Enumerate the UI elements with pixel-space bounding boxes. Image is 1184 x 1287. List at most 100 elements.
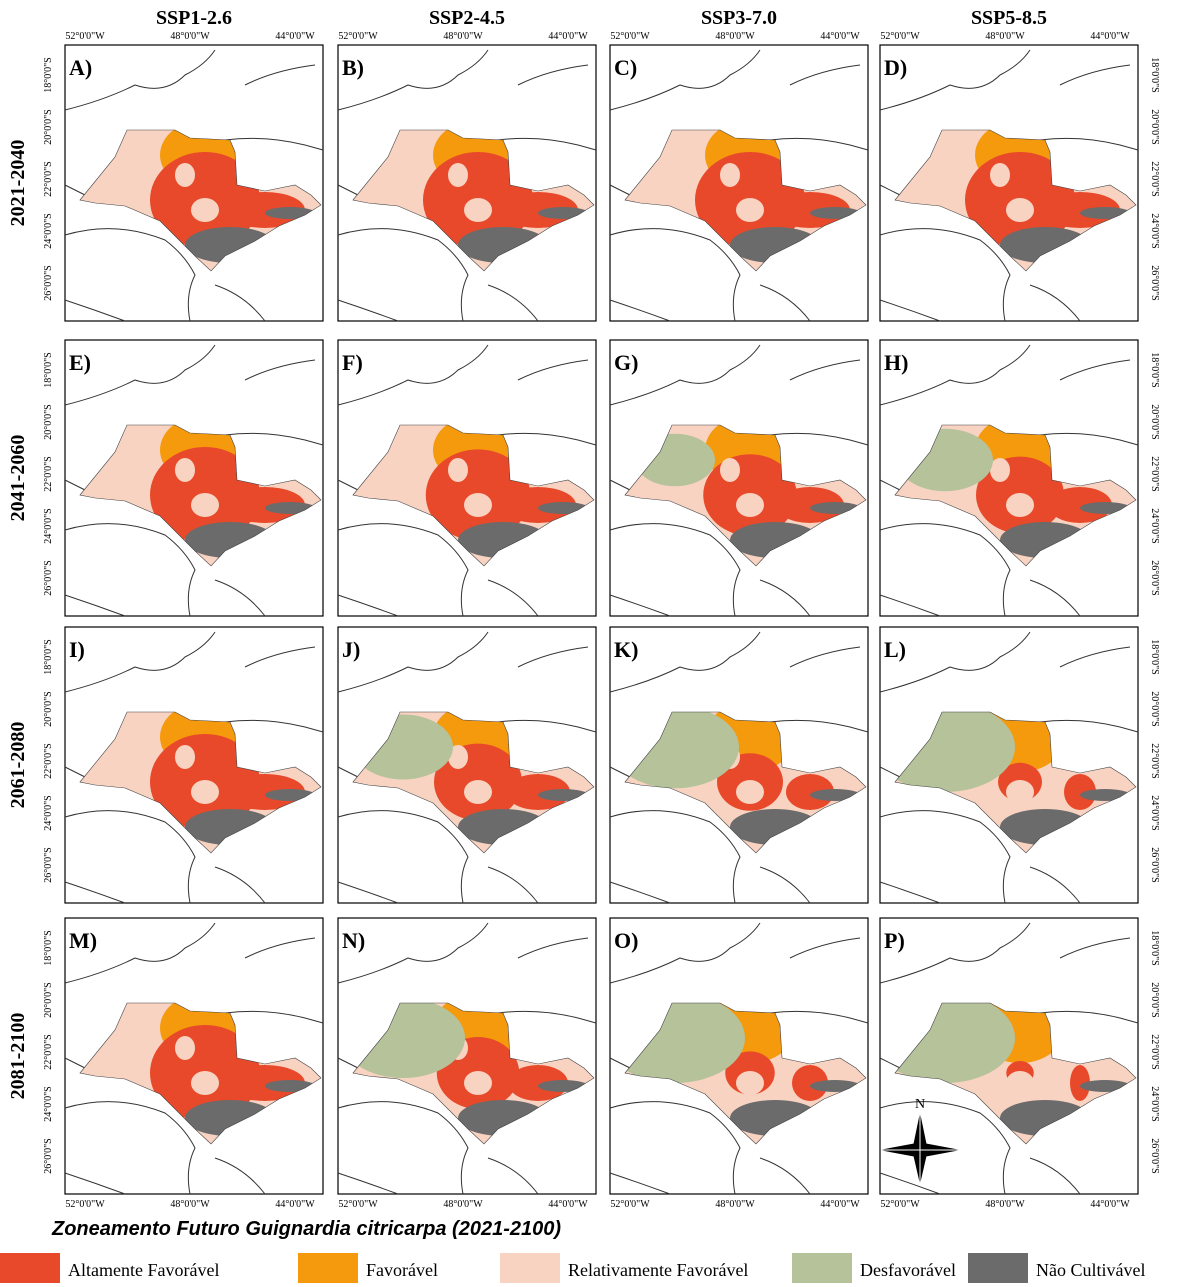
lon-label: 44°0'0"W: [275, 31, 315, 42]
lat-label: 24°0'0"S: [1149, 213, 1160, 248]
lat-label: 26°0'0"S: [1149, 560, 1160, 595]
lat-label: 20°0'0"S: [1149, 109, 1160, 144]
lat-label: 22°0'0"S: [1149, 161, 1160, 196]
zone-relative: [720, 163, 740, 187]
lat-label: 22°0'0"S: [43, 1034, 54, 1069]
lat-label: 26°0'0"S: [43, 847, 54, 882]
panel-label: P): [884, 928, 905, 953]
column-header: SSP1-2.6: [156, 7, 232, 29]
lon-label: 44°0'0"W: [820, 1199, 860, 1210]
lat-label: 18°0'0"S: [1149, 57, 1160, 92]
zone-relative: [736, 198, 764, 222]
column-header: SSP2-4.5: [429, 7, 505, 29]
lat-label: 18°0'0"S: [43, 57, 54, 92]
lat-label: 22°0'0"S: [1149, 743, 1160, 778]
zone-relative: [464, 493, 492, 517]
map-panel: M): [65, 918, 323, 1194]
lon-label: 44°0'0"W: [820, 31, 860, 42]
lat-label: 26°0'0"S: [1149, 265, 1160, 300]
map-panel: D): [880, 45, 1138, 321]
zone-relative: [990, 458, 1010, 482]
lat-label: 24°0'0"S: [1149, 1086, 1160, 1121]
lat-label: 24°0'0"S: [43, 795, 54, 830]
lon-label: 48°0'0"W: [985, 1199, 1025, 1210]
column-header: SSP5-8.5: [971, 7, 1047, 29]
panel-label: J): [342, 637, 360, 662]
legend-label: Desfavorável: [860, 1260, 956, 1280]
lat-label: 26°0'0"S: [43, 1138, 54, 1173]
zone-relative: [464, 1071, 492, 1095]
zone-relative: [1006, 780, 1034, 804]
zone-relative: [448, 458, 468, 482]
lat-label: 22°0'0"S: [43, 456, 54, 491]
legend-label: Relativamente Favorável: [568, 1260, 748, 1280]
panel-label: B): [342, 55, 364, 80]
legend-label: Favorável: [366, 1260, 438, 1280]
lat-label: 22°0'0"S: [43, 161, 54, 196]
panel-label: F): [342, 350, 363, 375]
zone-relative: [736, 780, 764, 804]
zone-relative: [191, 780, 219, 804]
lat-label: 26°0'0"S: [43, 265, 54, 300]
lon-label: 48°0'0"W: [715, 1199, 755, 1210]
lon-label: 48°0'0"W: [443, 1199, 483, 1210]
lon-label: 52°0'0"W: [610, 1199, 650, 1210]
lat-label: 20°0'0"S: [1149, 404, 1160, 439]
panel-label: O): [614, 928, 638, 953]
zone-relative: [191, 198, 219, 222]
lat-label: 26°0'0"S: [1149, 847, 1160, 882]
row-header: 2041-2060: [7, 435, 29, 522]
zone-relative: [464, 780, 492, 804]
figure-title: Zoneamento Futuro Guignardia citricarpa …: [51, 1218, 561, 1240]
panel-label: C): [614, 55, 637, 80]
lat-label: 18°0'0"S: [1149, 352, 1160, 387]
legend-label: Não Cultivável: [1036, 1260, 1145, 1280]
panel-label: N): [342, 928, 365, 953]
lat-label: 20°0'0"S: [1149, 691, 1160, 726]
figure: Zoneamento Futuro Guignardia citricarpa …: [0, 0, 1184, 1287]
legend-swatch: [500, 1253, 560, 1283]
zone-relative: [736, 493, 764, 517]
panel-label: I): [69, 637, 85, 662]
lon-label: 44°0'0"W: [548, 1199, 588, 1210]
lon-label: 48°0'0"W: [715, 31, 755, 42]
lon-label: 52°0'0"W: [338, 1199, 378, 1210]
zone-relative: [175, 163, 195, 187]
lat-label: 24°0'0"S: [1149, 508, 1160, 543]
map-panel: G): [610, 340, 868, 616]
map-panel: I): [65, 627, 323, 903]
lat-label: 20°0'0"S: [43, 691, 54, 726]
row-header: 2021-2040: [7, 140, 29, 227]
lat-label: 26°0'0"S: [1149, 1138, 1160, 1173]
map-panel: K): [610, 627, 868, 903]
lon-label: 48°0'0"W: [985, 31, 1025, 42]
map-panel: L): [875, 627, 1138, 903]
legend-swatch: [298, 1253, 358, 1283]
lon-label: 52°0'0"W: [880, 1199, 920, 1210]
lat-label: 22°0'0"S: [1149, 1034, 1160, 1069]
zone-relative: [736, 1071, 764, 1095]
map-panel: F): [338, 340, 596, 616]
lat-label: 20°0'0"S: [1149, 982, 1160, 1017]
row-header: 2061-2080: [7, 722, 29, 809]
panel-label: M): [69, 928, 97, 953]
zone-relative: [191, 1071, 219, 1095]
north-label: N: [915, 1097, 925, 1112]
lon-label: 52°0'0"W: [65, 1199, 105, 1210]
map-panel: N): [338, 918, 596, 1194]
lat-label: 22°0'0"S: [43, 743, 54, 778]
column-header: SSP3-7.0: [701, 7, 777, 29]
panel-label: A): [69, 55, 92, 80]
lat-label: 18°0'0"S: [1149, 639, 1160, 674]
zone-relative: [720, 458, 740, 482]
zone-relative: [175, 1036, 195, 1060]
panel-label: K): [614, 637, 638, 662]
zone-relative: [1006, 493, 1034, 517]
lon-label: 44°0'0"W: [1090, 1199, 1130, 1210]
row-header: 2081-2100: [7, 1013, 29, 1100]
legend-swatch: [968, 1253, 1028, 1283]
lon-label: 44°0'0"W: [548, 31, 588, 42]
lon-label: 52°0'0"W: [610, 31, 650, 42]
lat-label: 20°0'0"S: [43, 109, 54, 144]
lon-label: 48°0'0"W: [443, 31, 483, 42]
